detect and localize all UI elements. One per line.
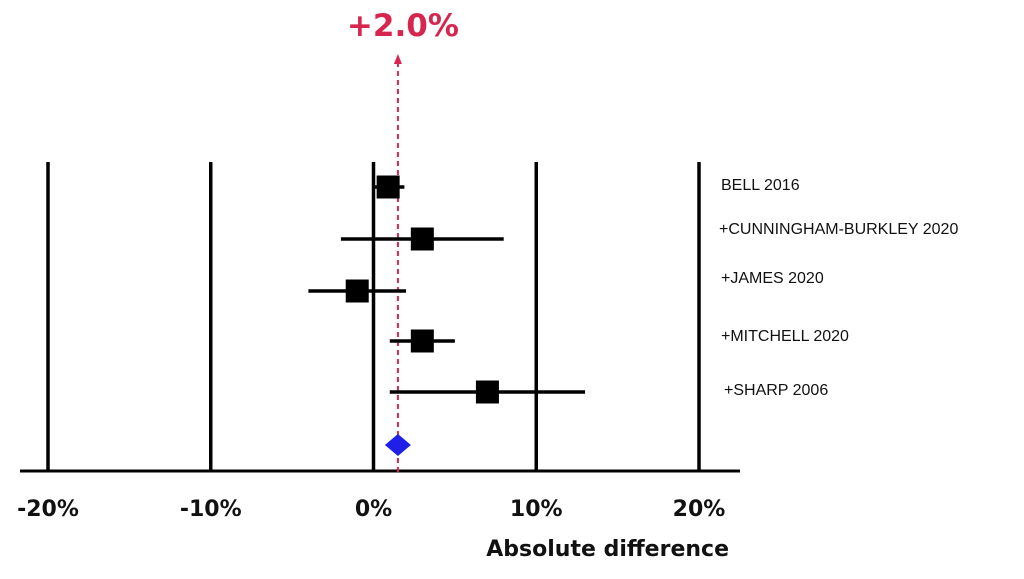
x-tick-labels: -20% -10% 0% 10% 20% [17,497,725,522]
study-row: +SHARP 2006 [389,380,828,404]
point-estimate [410,227,434,251]
x-tick-label: -10% [180,497,242,522]
study-row: +MITCHELL 2020 [389,328,849,353]
study-label: +CUNNINGHAM-BURKLEY 2020 [719,221,958,238]
study-rows: BELL 2016 +CUNNINGHAM-BURKLEY 2020 +JAMES … [308,175,958,404]
study-row: BELL 2016 [373,175,800,199]
study-label: +MITCHELL 2020 [721,328,849,345]
pooled-estimate: +2.0% [347,8,459,472]
study-row: +JAMES 2020 [308,270,824,303]
pooled-diamond [384,434,411,456]
point-estimate [345,279,369,303]
study-label: BELL 2016 [721,177,800,194]
study-label: +JAMES 2020 [721,270,824,287]
point-estimate [376,175,400,199]
study-label: +SHARP 2006 [724,382,828,399]
x-axis-title: Absolute difference [486,537,729,562]
point-estimate [410,329,434,353]
x-tick-label: 20% [673,497,726,522]
pooled-arrow-head [393,54,402,64]
x-tick-label: 10% [510,497,563,522]
gridlines [46,162,701,471]
point-estimate [475,380,499,404]
x-tick-label: 0% [355,497,392,522]
x-tick-label: -20% [17,497,79,522]
pooled-estimate-label: +2.0% [347,8,459,44]
study-row: +CUNNINGHAM-BURKLEY 2020 [340,221,958,251]
